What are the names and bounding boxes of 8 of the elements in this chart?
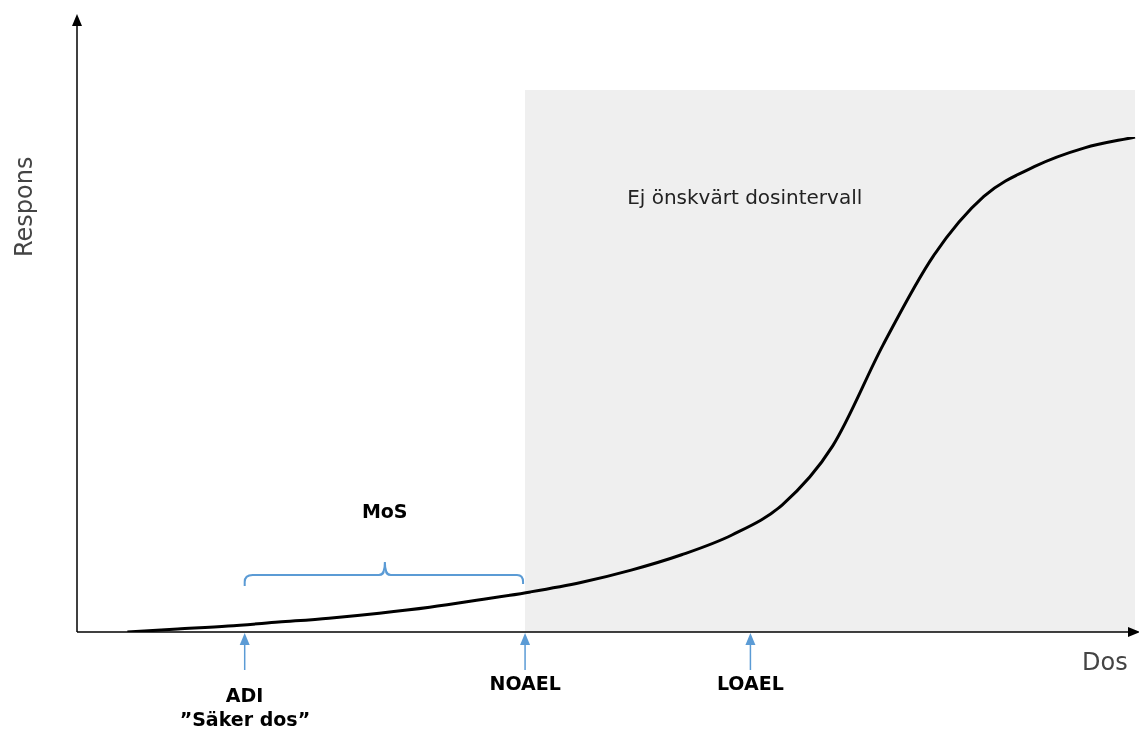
text: ”Säker dos”: [179, 708, 311, 730]
text: LOAEL: [716, 672, 784, 694]
text: NOAEL: [489, 672, 561, 694]
y-axis-title: Respons: [10, 156, 38, 257]
annotation: Ej önskvärt dosintervall: [627, 185, 863, 209]
text: ADI: [225, 684, 264, 706]
x-axis-title: Dos: [1082, 648, 1128, 676]
annotation: MoS: [361, 500, 408, 522]
